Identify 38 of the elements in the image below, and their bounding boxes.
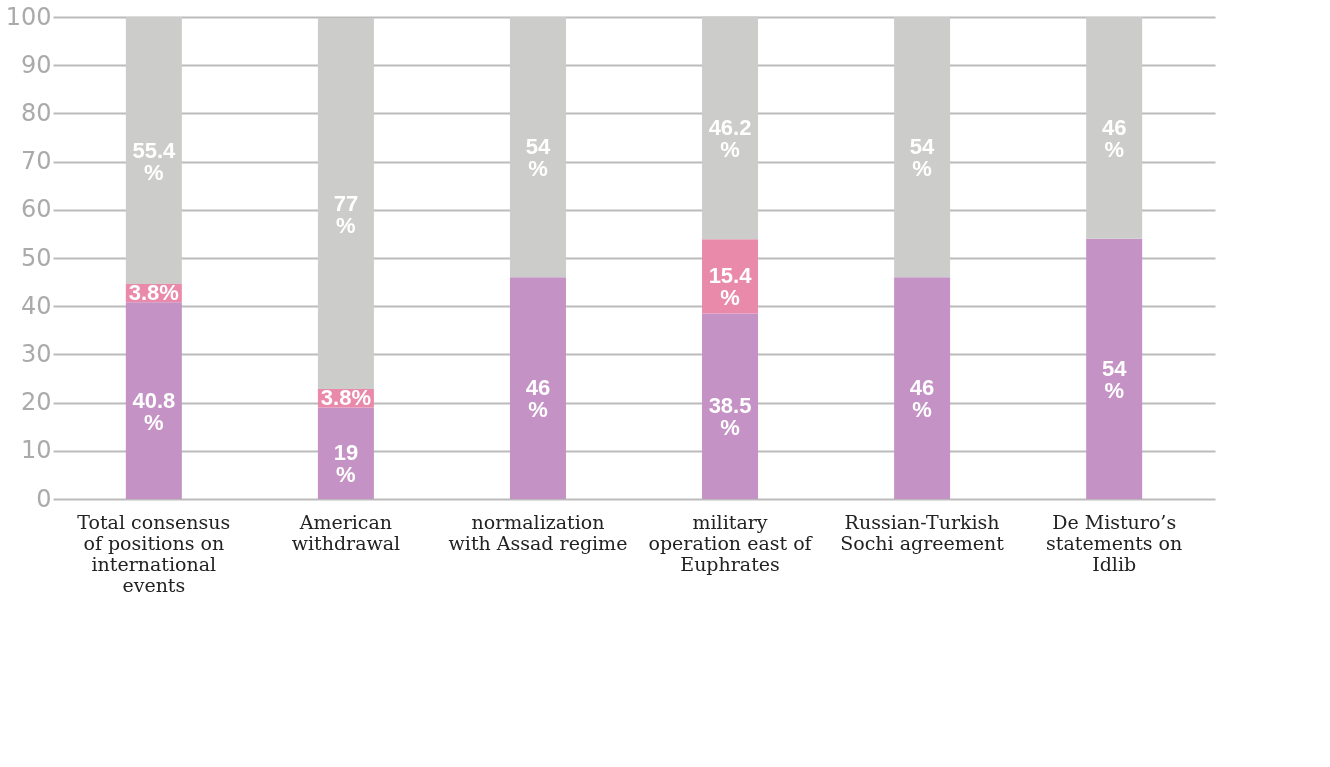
data-label: 46 % (525, 375, 551, 423)
x-tick-label: Russian-Turkish Sochi agreement (840, 510, 1005, 554)
y-tick-label: 80 (20, 98, 52, 127)
data-label: 3.8% (320, 385, 371, 411)
bar (702, 16, 759, 240)
bar (894, 277, 951, 499)
bar (509, 277, 566, 499)
data-label: 19 % (333, 440, 359, 488)
y-tick-label: 50 (20, 243, 52, 272)
y-tick-label: 60 (20, 195, 52, 224)
x-tick-label: De Misturo’s statements on Idlib (1046, 510, 1183, 575)
bar (125, 17, 182, 285)
data-label: 38.5 % (708, 393, 752, 441)
x-tick-label: Total consensus of positions on international events (77, 510, 231, 596)
y-tick-label: 90 (20, 50, 52, 79)
y-tick-label: 100 (5, 2, 52, 31)
data-label: 46 % (909, 375, 935, 423)
data-label: 40.8 % (132, 387, 176, 435)
bar (317, 407, 374, 499)
bar (1086, 238, 1143, 499)
x-tick-label: American withdrawal (291, 510, 401, 554)
bar (702, 313, 759, 499)
y-tick-label: 0 (36, 484, 52, 513)
x-tick-label: normalization with Assad regime (448, 510, 628, 554)
y-tick-label: 70 (20, 147, 52, 176)
bar (317, 17, 374, 390)
data-label: 54 % (1101, 355, 1128, 403)
bar (1086, 17, 1143, 239)
y-tick-label: 10 (20, 436, 52, 465)
y-tick-label: 20 (20, 388, 52, 417)
data-label: 15.4 % (708, 263, 753, 311)
bar (125, 302, 182, 499)
bar (894, 17, 951, 278)
y-tick-label: 40 (20, 291, 52, 320)
data-label: 3.8% (128, 280, 179, 306)
y-tick-label: 30 (20, 339, 52, 368)
x-tick-label: military operation east of Euphrates (648, 510, 814, 575)
bar (509, 17, 566, 278)
